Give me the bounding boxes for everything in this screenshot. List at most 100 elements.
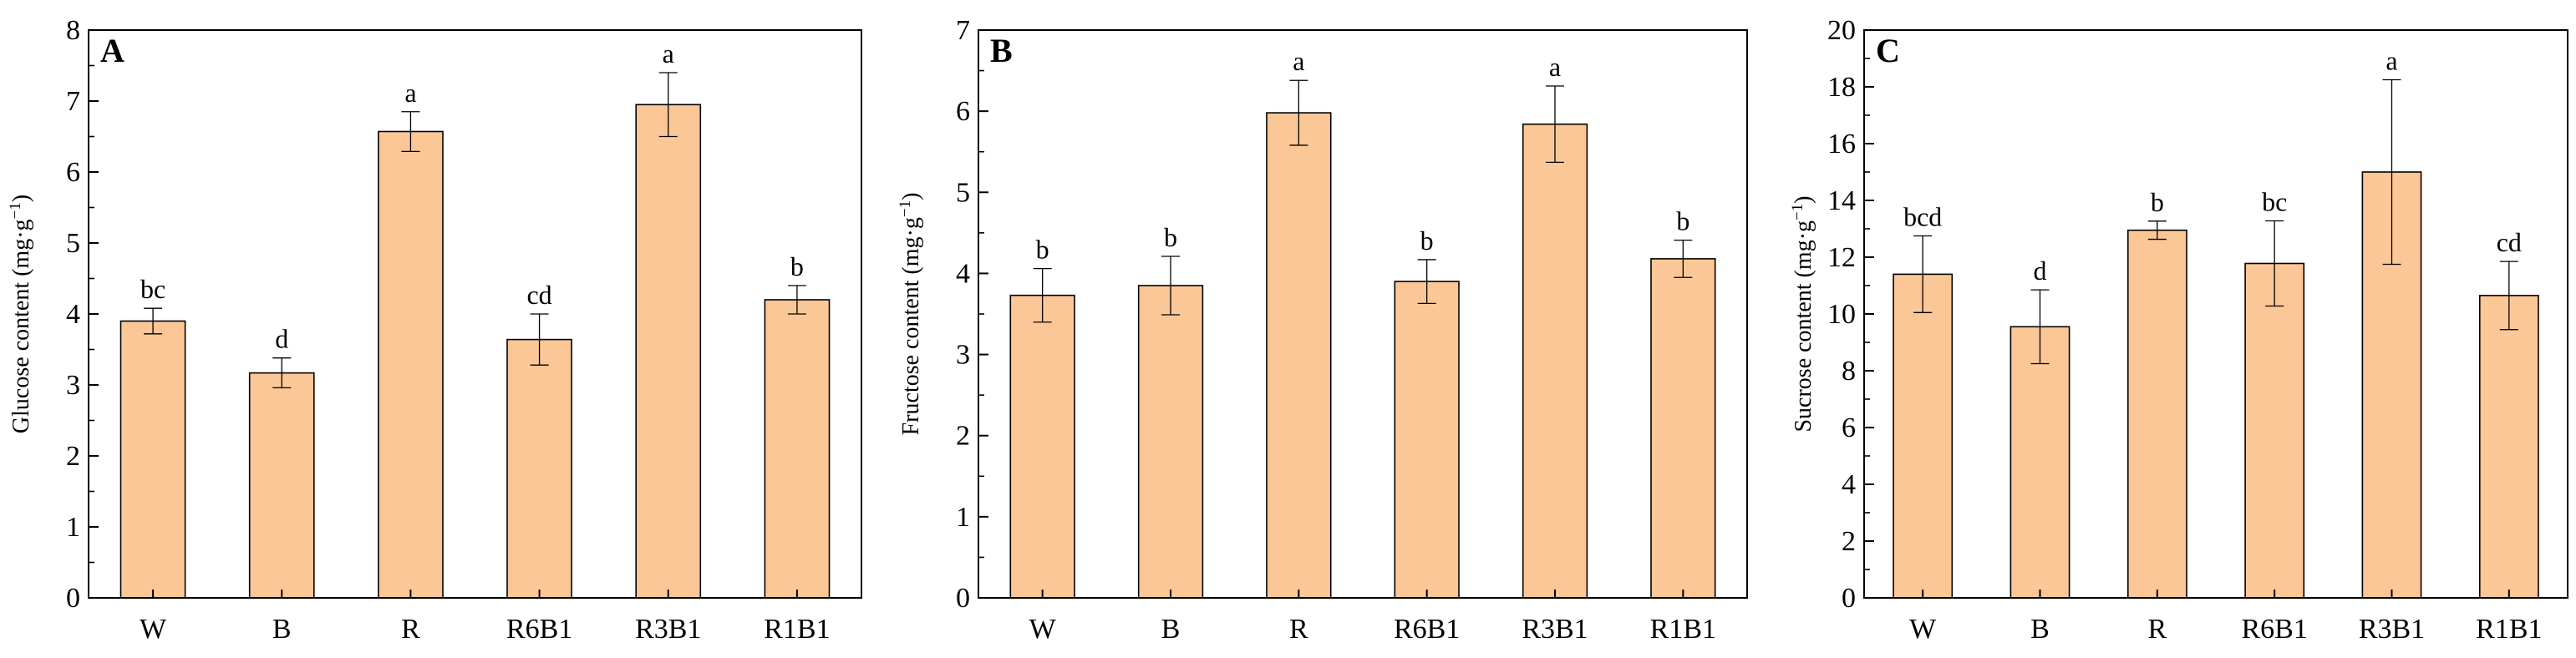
x-tick-label-c-r3b1: R3B1 xyxy=(2359,614,2425,645)
error-bar-b-b xyxy=(1161,256,1180,316)
error-bar-b-r6b1 xyxy=(1417,259,1436,305)
y-tick-label-c-12: 12 xyxy=(1827,242,1856,273)
panel-letter-a: A xyxy=(100,32,124,69)
x-tick-label-b-r: R xyxy=(1289,614,1308,645)
significance-label-b-b: b xyxy=(1164,222,1177,252)
x-tick-label-a-r3b1: R3B1 xyxy=(635,614,701,645)
y-axis-b: 0 1 2 3 4 5 6 7 xyxy=(956,15,988,614)
bar-a-w xyxy=(119,320,186,599)
y-tick-label-b-2: 2 xyxy=(956,421,970,452)
y-axis-c: 0 2 4 6 8 10 12 14 16 18 20 xyxy=(1827,15,1874,614)
significance-label-b-r: a xyxy=(1293,46,1304,76)
error-bar-a-r xyxy=(401,111,420,153)
svg-text:Glucose content (mg·g−1): Glucose content (mg·g−1) xyxy=(7,195,34,433)
x-tick-label-c-r1b1: R1B1 xyxy=(2476,614,2542,645)
significance-label-c-r: b xyxy=(2151,187,2164,217)
significance-label-a-r3b1: a xyxy=(663,38,674,68)
y-tick-label-c-20: 20 xyxy=(1827,15,1856,46)
plot-frame-a xyxy=(88,29,862,599)
y-tick-label-c-16: 16 xyxy=(1827,129,1856,159)
y-axis-title-b: Fructose content (mg·g−1) xyxy=(897,193,924,436)
significance-label-c-r6b1: bc xyxy=(2262,187,2287,217)
x-tick-label-b-w: W xyxy=(1029,614,1057,645)
y-tick-label-b-4: 4 xyxy=(956,258,970,289)
significance-label-c-r1b1: cd xyxy=(2497,227,2522,257)
x-tick-label-a-r6b1: R6B1 xyxy=(506,614,572,645)
bar-a-r3b1 xyxy=(635,104,702,599)
bar-a-b xyxy=(248,372,315,599)
x-axis-c xyxy=(1922,590,2510,598)
error-bar-b-r xyxy=(1289,79,1308,146)
x-tick-label-c-b: B xyxy=(2030,614,2050,645)
error-bar-a-r1b1 xyxy=(787,285,806,315)
x-tick-label-a-w: W xyxy=(140,614,167,645)
significance-label-c-b: d xyxy=(2034,256,2047,286)
significance-label-c-r3b1: a xyxy=(2385,46,2397,76)
significance-label-b-r6b1: b xyxy=(1420,225,1434,256)
significance-label-b-r3b1: a xyxy=(1549,52,1561,82)
y-tick-label-b-7: 7 xyxy=(956,15,970,46)
panel-letter-c: C xyxy=(1876,32,1900,69)
bar-b-r3b1 xyxy=(1522,123,1588,599)
y-tick-label-c-4: 4 xyxy=(1842,469,1856,500)
error-bar-b-r1b1 xyxy=(1674,239,1693,278)
y-tick-label-a-2: 2 xyxy=(66,441,80,472)
y-tick-label-b-6: 6 xyxy=(956,96,970,127)
significance-label-b-w: b xyxy=(1036,235,1049,265)
bar-a-r xyxy=(378,130,444,599)
svg-text:Sucrose content (mg·g−1): Sucrose content (mg·g−1) xyxy=(1789,195,1816,432)
error-bar-c-b xyxy=(2030,289,2050,365)
y-tick-label-a-5: 5 xyxy=(66,228,80,259)
panel-a: Glucose content (mg·g−1) A bc Wd Ba Rcd R6B1… xyxy=(7,15,862,645)
x-axis-b xyxy=(1041,590,1684,598)
x-tick-label-b-r6b1: R6B1 xyxy=(1394,614,1460,645)
bar-b-w xyxy=(1009,294,1075,599)
x-tick-label-c-w: W xyxy=(1909,614,1937,645)
bar-a-r1b1 xyxy=(764,299,831,599)
y-axis-title-a: Glucose content (mg·g−1) xyxy=(7,195,34,433)
error-bar-c-r6b1 xyxy=(2265,220,2284,307)
error-bar-a-r6b1 xyxy=(530,313,549,366)
bar-c-r6b1 xyxy=(2244,262,2305,599)
svg-text:Fructose content (mg·g−1): Fructose content (mg·g−1) xyxy=(897,193,924,436)
bar-b-r1b1 xyxy=(1650,258,1716,599)
error-bar-c-r3b1 xyxy=(2382,78,2401,266)
bar-c-b xyxy=(2009,326,2070,599)
bar-a-r6b1 xyxy=(506,338,572,599)
y-tick-label-a-6: 6 xyxy=(66,157,80,188)
error-bar-c-r1b1 xyxy=(2499,261,2518,331)
x-tick-label-a-r: R xyxy=(401,614,420,645)
y-tick-label-a-4: 4 xyxy=(66,299,80,330)
x-tick-label-b-r3b1: R3B1 xyxy=(1522,614,1588,645)
panel-letter-b: B xyxy=(990,32,1013,69)
plot-frame-b xyxy=(978,29,1748,599)
y-tick-label-a-0: 0 xyxy=(66,583,80,614)
y-tick-label-a-3: 3 xyxy=(66,370,80,401)
y-tick-label-b-1: 1 xyxy=(956,502,970,533)
y-tick-label-c-6: 6 xyxy=(1842,413,1856,443)
error-bar-b-r3b1 xyxy=(1546,85,1564,163)
x-tick-label-c-r: R xyxy=(2147,614,2167,645)
y-axis-a: 0 1 2 3 4 5 6 7 8 xyxy=(66,15,99,614)
error-bar-c-r xyxy=(2147,220,2167,240)
x-tick-label-b-r1b1: R1B1 xyxy=(1650,614,1716,645)
y-tick-label-c-0: 0 xyxy=(1842,583,1856,614)
y-tick-label-a-1: 1 xyxy=(66,512,80,543)
y-tick-label-a-7: 7 xyxy=(66,86,80,117)
plot-frame-c xyxy=(1863,29,2568,599)
y-tick-label-b-5: 5 xyxy=(956,177,970,208)
y-axis-title-c: Sucrose content (mg·g−1) xyxy=(1789,195,1816,432)
x-axis-a xyxy=(152,590,798,598)
x-tick-label-a-r1b1: R1B1 xyxy=(764,614,830,645)
bar-b-r xyxy=(1266,112,1332,599)
error-bar-b-w xyxy=(1033,267,1052,323)
error-bar-a-w xyxy=(144,307,163,335)
y-tick-label-c-14: 14 xyxy=(1827,185,1856,216)
bar-c-w xyxy=(1893,273,1954,599)
bar-c-r1b1 xyxy=(2479,295,2539,599)
bar-b-b xyxy=(1137,285,1204,599)
y-tick-label-a-8: 8 xyxy=(66,15,80,46)
y-tick-label-b-3: 3 xyxy=(956,340,970,371)
